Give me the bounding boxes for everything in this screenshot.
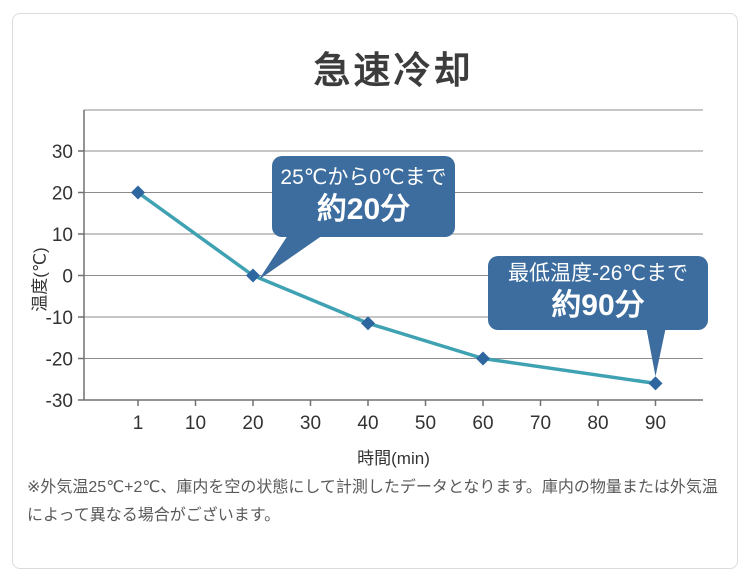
x-tick-label: 90 bbox=[645, 413, 666, 434]
y-tick-label: -20 bbox=[46, 350, 73, 371]
y-tick-label: 30 bbox=[52, 142, 73, 163]
callout-cooling-to-zero: 25℃から0℃まで 約20分 bbox=[272, 156, 455, 237]
callout-tail bbox=[646, 329, 666, 377]
x-tick-label: 20 bbox=[242, 413, 263, 434]
callout-min-temperature: 最低温度-26℃まで 約90分 bbox=[488, 256, 708, 330]
y-tick-label: 10 bbox=[52, 225, 73, 246]
data-point-marker bbox=[246, 268, 260, 283]
x-tick-label: 70 bbox=[530, 413, 551, 434]
data-point-marker bbox=[648, 376, 663, 391]
x-tick-label: 40 bbox=[357, 413, 378, 434]
y-tick-label: -30 bbox=[46, 391, 73, 412]
y-tick-label: 0 bbox=[62, 267, 73, 288]
callout-duration: 約90分 bbox=[551, 289, 645, 323]
x-axis-title: 時間(min) bbox=[357, 449, 430, 468]
x-tick-label: 80 bbox=[587, 413, 608, 434]
y-tick-label: -10 bbox=[46, 308, 73, 329]
data-point-marker bbox=[361, 316, 375, 331]
x-tick-label: 50 bbox=[415, 413, 436, 434]
y-axis-title: 温度(℃) bbox=[30, 247, 50, 312]
callout-tail bbox=[259, 235, 323, 280]
footnote: ※外気温25℃+2℃、庫内を空の状態にして計測したデータとなります。庫内の物量ま… bbox=[27, 479, 718, 524]
x-tick-label: 60 bbox=[472, 413, 493, 434]
x-tick-label: 30 bbox=[300, 413, 321, 434]
data-point-marker bbox=[131, 185, 145, 200]
chart-title: 急速冷却 bbox=[313, 50, 474, 91]
callout-text: 最低温度-26℃まで bbox=[508, 262, 688, 286]
x-tick-label: 10 bbox=[185, 413, 206, 434]
data-point-marker bbox=[476, 351, 490, 366]
x-tick-label: 1 bbox=[133, 413, 144, 434]
callout-duration: 約20分 bbox=[316, 192, 411, 226]
y-tick-label: 20 bbox=[52, 184, 73, 205]
callout-text: 25℃から0℃まで bbox=[280, 165, 447, 189]
